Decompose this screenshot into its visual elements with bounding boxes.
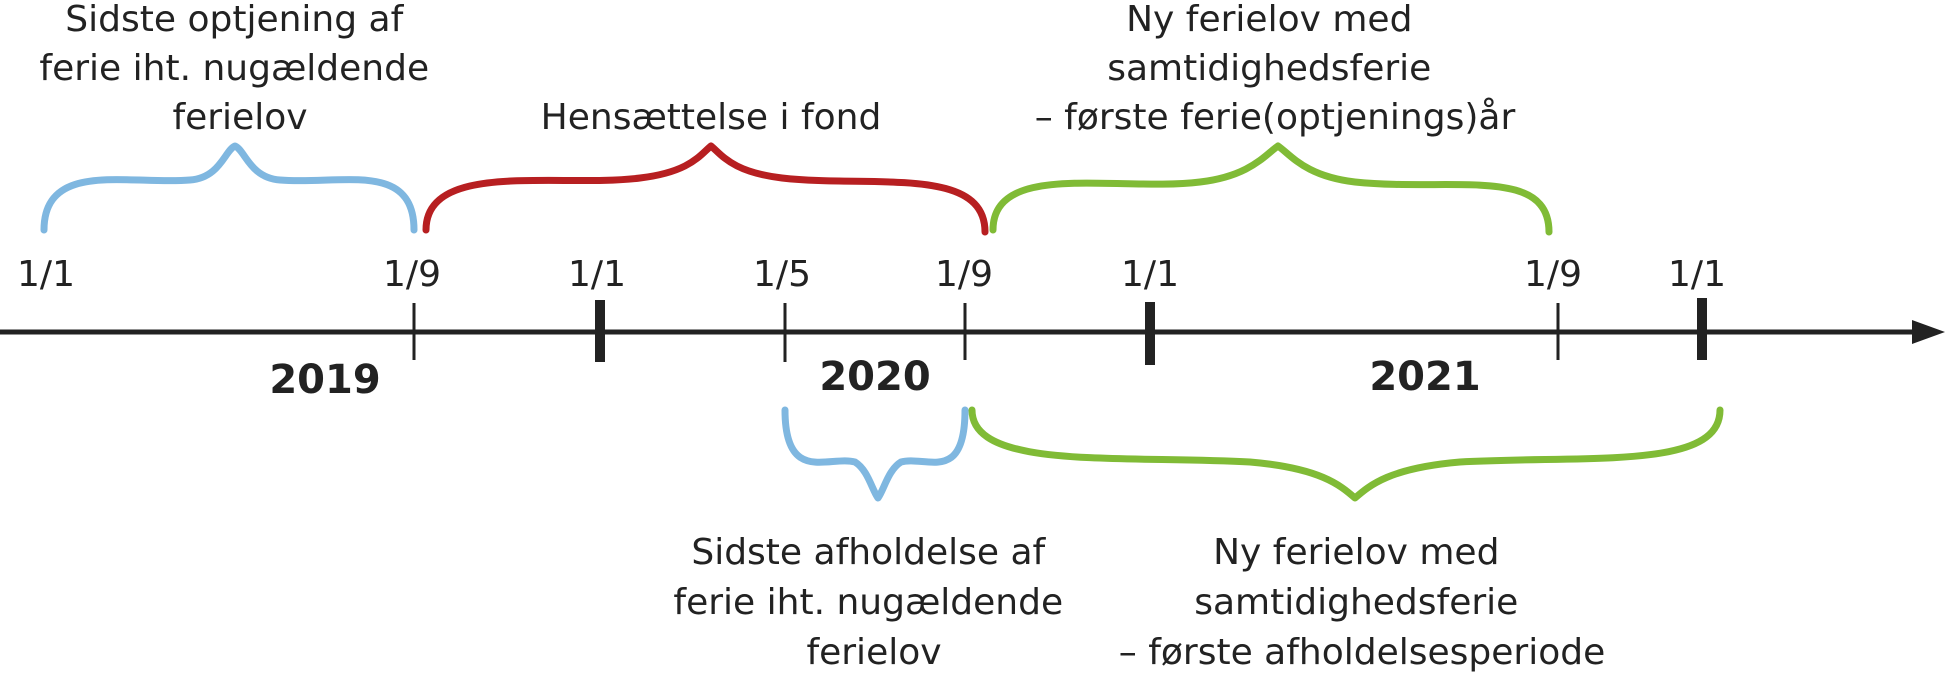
axis-arrowhead-icon bbox=[1912, 320, 1945, 344]
period-label-new-holiday: Ny ferielov med samtidighedsferie – førs… bbox=[1119, 532, 1605, 673]
tick-label-sep-2020: 1/9 bbox=[935, 254, 993, 295]
tick-label-jan-2019: 1/1 bbox=[17, 254, 75, 295]
tick-label-jan-2022: 1/1 bbox=[1668, 254, 1726, 295]
brace-new-accrual bbox=[989, 142, 1553, 236]
tick-label-jan-2020: 1/1 bbox=[568, 254, 626, 295]
year-label-2020: 2020 bbox=[819, 354, 930, 400]
period-label-fund: Hensættelse i fond bbox=[541, 97, 882, 138]
tick-label-sep-2019: 1/9 bbox=[383, 254, 441, 295]
tick-label-sep-2021: 1/9 bbox=[1524, 254, 1582, 295]
brace-old-accrual bbox=[40, 142, 418, 234]
brace-new-holiday bbox=[968, 406, 1724, 502]
brace-fund bbox=[422, 142, 989, 236]
period-label-old-accrual: Sidste optjening af ferie iht. nugældend… bbox=[39, 0, 440, 138]
tick-label-may-2020: 1/5 bbox=[753, 254, 811, 295]
tick-label-jan-2021: 1/1 bbox=[1121, 254, 1179, 295]
period-label-new-accrual: Ny ferielov med samtidighedsferie – førs… bbox=[1035, 0, 1516, 138]
year-label-2021: 2021 bbox=[1369, 354, 1480, 400]
year-label-2019: 2019 bbox=[269, 357, 380, 403]
period-label-old-holiday: Sidste afholdelse af ferie iht. nugælden… bbox=[673, 532, 1074, 673]
brace-old-holiday bbox=[781, 406, 969, 502]
